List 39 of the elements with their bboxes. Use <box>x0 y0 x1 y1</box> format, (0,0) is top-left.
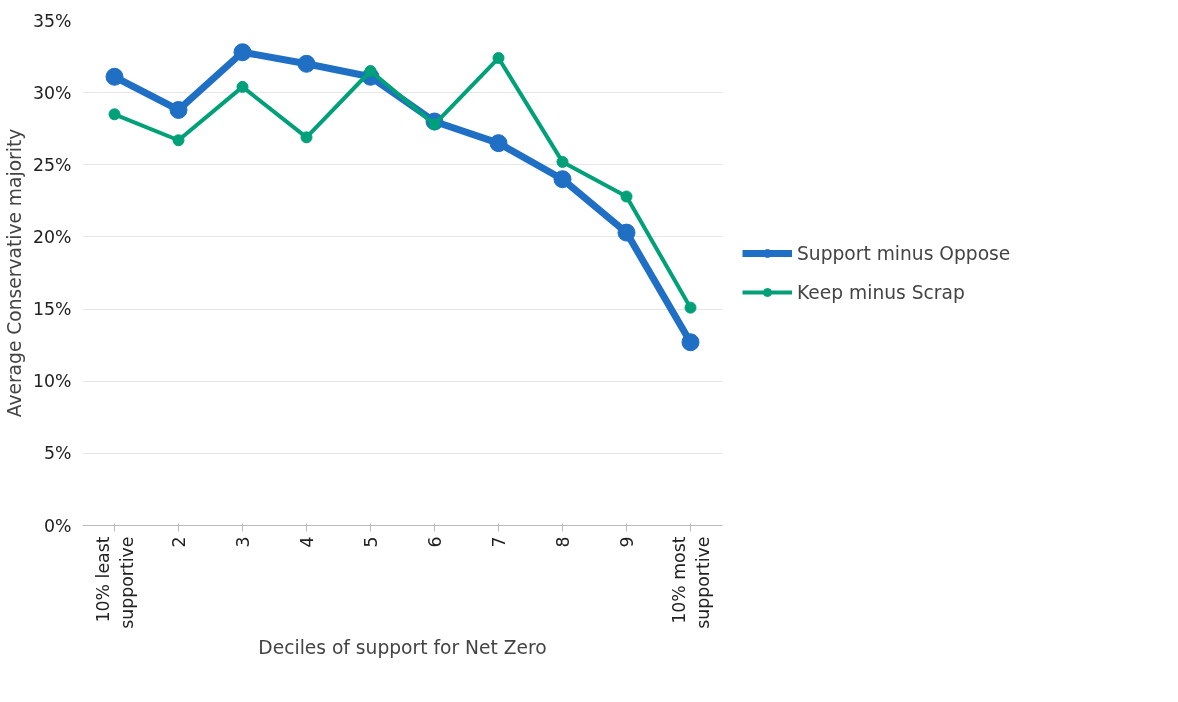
x-tick-label: 7 <box>488 536 509 548</box>
y-tick-label: 5% <box>44 443 72 464</box>
point <box>553 170 572 189</box>
x-tick-label: 10% most supportive <box>668 536 713 629</box>
legend-label: Keep minus Scrap <box>797 281 965 303</box>
point <box>169 100 188 119</box>
x-axis-title: Deciles of support for Net Zero <box>258 636 547 658</box>
x-tick-label: 9 <box>616 536 637 548</box>
point <box>105 67 124 86</box>
y-tick-label: 0% <box>44 515 72 536</box>
x-tick-label: 5 <box>360 536 381 548</box>
x-tick-label: 4 <box>296 536 317 548</box>
x-tick-label: 3 <box>232 536 253 548</box>
point <box>236 80 249 93</box>
point <box>364 65 377 77</box>
y-tick-label: 10% <box>32 371 72 392</box>
point <box>108 108 121 121</box>
point <box>492 52 505 64</box>
point <box>556 155 569 168</box>
point <box>489 134 508 153</box>
point <box>300 131 313 144</box>
x-tick-label: 8 <box>552 536 573 548</box>
x-tick-label: 10% least supportive <box>92 536 137 629</box>
legend-label: Support minus Oppose <box>797 242 1011 264</box>
point <box>620 190 633 203</box>
point <box>297 54 316 73</box>
point <box>684 301 697 314</box>
y-tick-label: 20% <box>32 226 72 247</box>
point <box>681 333 700 352</box>
y-tick-label: 35% <box>32 10 72 31</box>
point <box>617 223 636 242</box>
point <box>233 43 252 62</box>
x-tick-label: 2 <box>168 536 189 548</box>
y-tick-label: 30% <box>32 82 72 103</box>
y-tick-label: 25% <box>32 154 72 175</box>
x-tick-label: 6 <box>424 536 445 548</box>
point <box>172 134 185 147</box>
y-axis-title: Average Conservative majority <box>3 128 25 418</box>
y-tick-label: 15% <box>32 299 72 320</box>
